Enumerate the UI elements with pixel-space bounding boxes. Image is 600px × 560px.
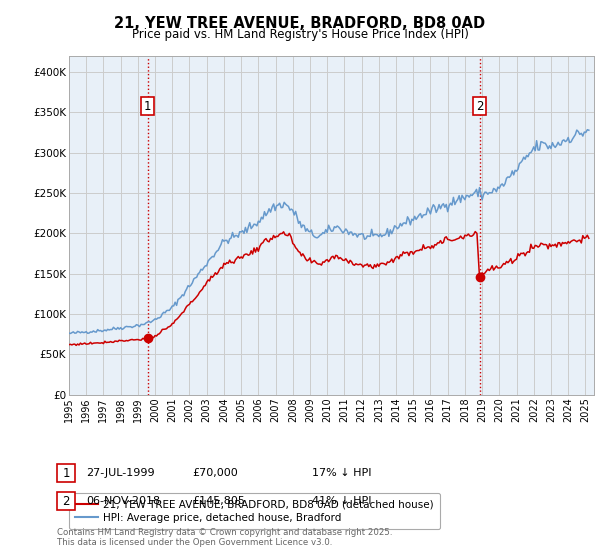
Text: Contains HM Land Registry data © Crown copyright and database right 2025.
This d: Contains HM Land Registry data © Crown c…	[57, 528, 392, 547]
Text: 1: 1	[62, 466, 70, 480]
Text: 06-NOV-2018: 06-NOV-2018	[86, 496, 160, 506]
Legend: 21, YEW TREE AVENUE, BRADFORD, BD8 0AD (detached house), HPI: Average price, det: 21, YEW TREE AVENUE, BRADFORD, BD8 0AD (…	[69, 493, 440, 529]
Text: £70,000: £70,000	[192, 468, 238, 478]
Text: 27-JUL-1999: 27-JUL-1999	[86, 468, 154, 478]
Text: 17% ↓ HPI: 17% ↓ HPI	[312, 468, 371, 478]
Text: 2: 2	[476, 100, 483, 113]
Text: 1: 1	[144, 100, 151, 113]
Text: 21, YEW TREE AVENUE, BRADFORD, BD8 0AD: 21, YEW TREE AVENUE, BRADFORD, BD8 0AD	[115, 16, 485, 31]
Text: 41% ↓ HPI: 41% ↓ HPI	[312, 496, 371, 506]
Text: 2: 2	[62, 494, 70, 508]
Text: £145,805: £145,805	[192, 496, 245, 506]
Text: Price paid vs. HM Land Registry's House Price Index (HPI): Price paid vs. HM Land Registry's House …	[131, 28, 469, 41]
